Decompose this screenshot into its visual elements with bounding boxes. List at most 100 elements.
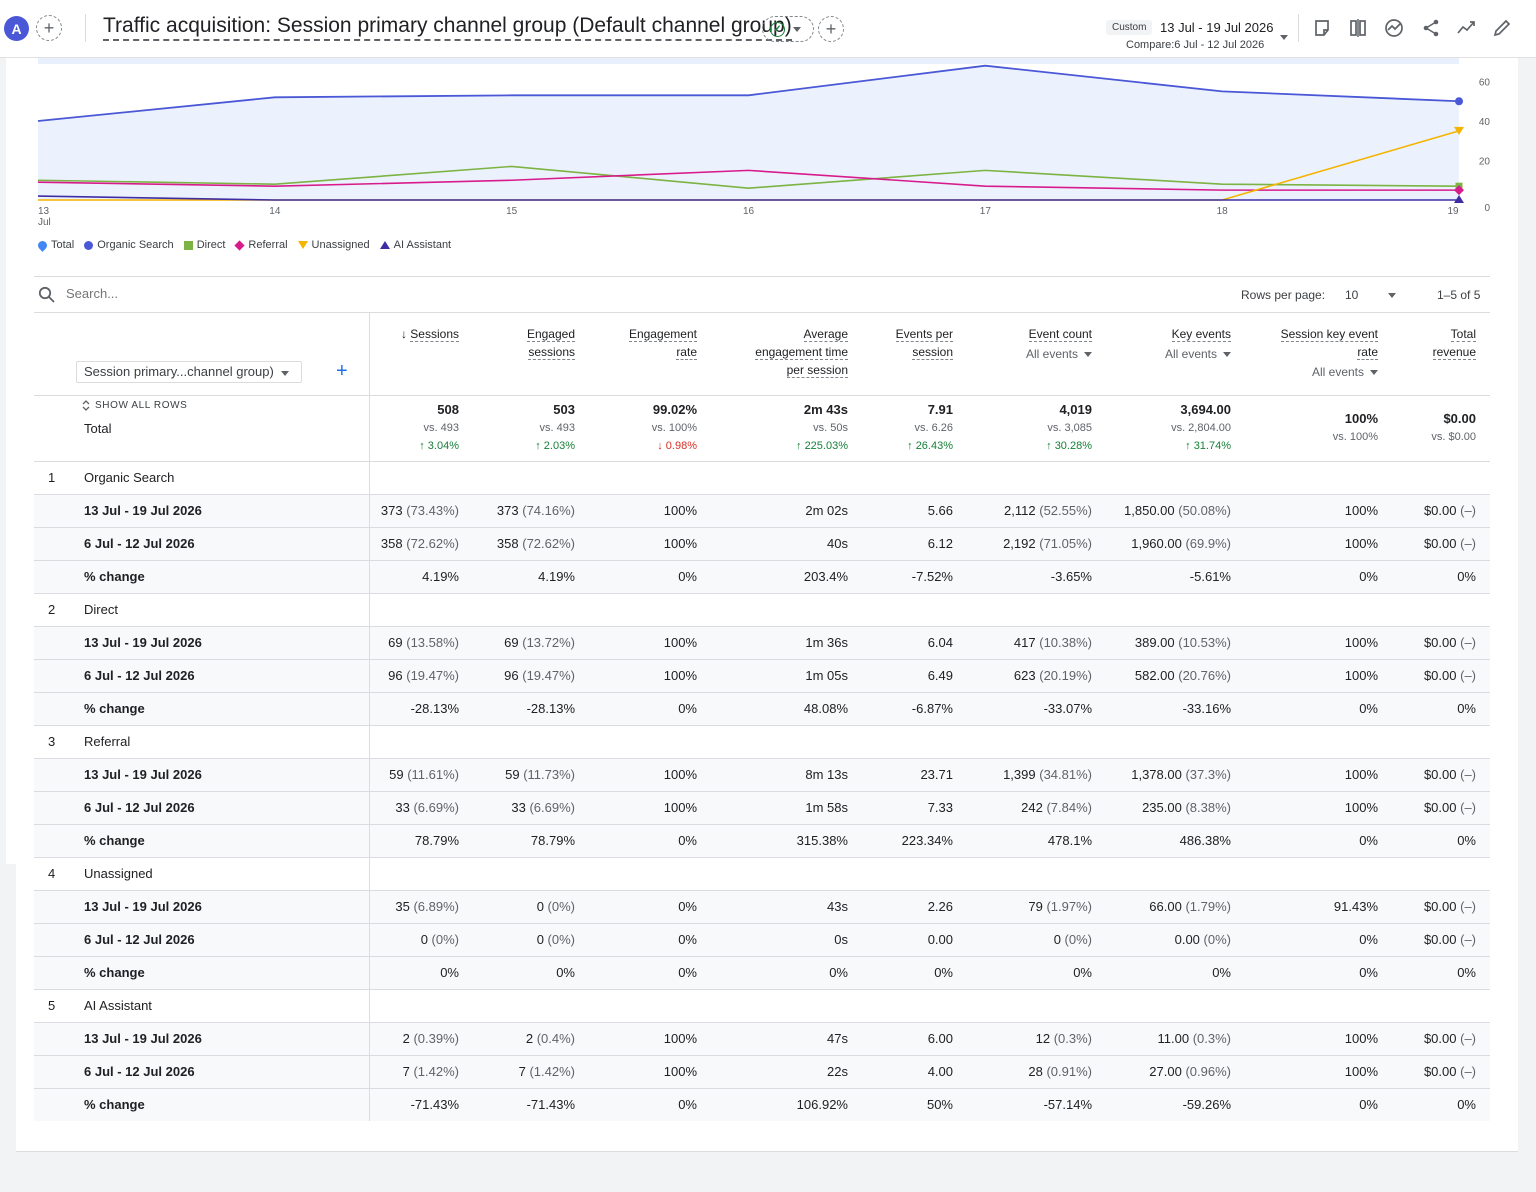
- dimension-header: [34, 313, 370, 395]
- dimension-select[interactable]: Session primary...channel group): [76, 361, 302, 383]
- legend-item[interactable]: Direct: [183, 239, 225, 251]
- x-tick-label: 14: [269, 206, 281, 217]
- group-row[interactable]: 1 Organic Search: [34, 461, 1490, 494]
- report-title[interactable]: Traffic acquisition: Session primary cha…: [103, 14, 792, 41]
- metric-cell: 0.00 (0%): [1106, 923, 1245, 956]
- metric-cell: 0%: [1106, 956, 1245, 989]
- series-line-1[interactable]: [37, 64, 1460, 122]
- metric-value: $0.00: [1423, 635, 1457, 650]
- y-tick-label: 0: [1484, 203, 1490, 214]
- series-line-5[interactable]: [37, 195, 1459, 201]
- x-tick-label: 18: [1217, 206, 1229, 217]
- total-label-cell: Total: [34, 395, 370, 461]
- metric-cell: 6.12: [862, 527, 967, 560]
- add-comparison-button[interactable]: +: [36, 15, 62, 41]
- metric-header[interactable]: Session key event rate All events: [1245, 313, 1392, 395]
- metric-cell: 0%: [589, 692, 711, 725]
- table-row: 6 Jul - 12 Jul 2026 7 (1.42%) 7 (1.42%) 100…: [34, 1055, 1490, 1088]
- add-filter-button[interactable]: +: [818, 16, 844, 42]
- metric-header[interactable]: Engaged sessions: [473, 313, 589, 395]
- metric-header[interactable]: Event count All events: [967, 313, 1106, 395]
- metric-cell: 100%: [1245, 1022, 1392, 1055]
- event-filter-select[interactable]: All events: [1165, 345, 1231, 363]
- legend-item[interactable]: Referral: [234, 239, 288, 251]
- event-filter-select[interactable]: All events: [1026, 345, 1092, 363]
- metric-header[interactable]: Key events All events: [1106, 313, 1245, 395]
- metric-cell: 2m 02s: [711, 494, 862, 527]
- metric-value: 12: [1035, 1031, 1051, 1046]
- group-row[interactable]: 2 Direct: [34, 593, 1490, 626]
- series-line-2[interactable]: [37, 165, 1460, 189]
- account-avatar[interactable]: A: [4, 16, 29, 41]
- legend-item[interactable]: Total: [36, 238, 74, 252]
- metric-cell: 23.71: [862, 758, 967, 791]
- metric-value: 35: [395, 899, 410, 914]
- trend-icon[interactable]: [1453, 15, 1479, 41]
- metric-header-text: per session: [786, 363, 848, 378]
- metric-cell: 2,192 (71.05%): [967, 527, 1106, 560]
- series-line-3[interactable]: [37, 169, 1459, 191]
- legend-marker: [84, 240, 94, 250]
- report-status-pill[interactable]: ✓: [762, 16, 814, 42]
- rows-per-page-select[interactable]: 10: [1345, 288, 1359, 302]
- metric-cell: -33.07%: [967, 692, 1106, 725]
- metric-value: 223.34%: [901, 833, 953, 848]
- share-icon[interactable]: [1418, 15, 1444, 41]
- rows-per-page-label: Rows per page:: [1241, 288, 1326, 302]
- add-dimension-button[interactable]: +: [336, 360, 348, 382]
- table-row: 13 Jul - 19 Jul 2026 59 (11.61%) 59 (11.73…: [34, 758, 1490, 791]
- metric-header[interactable]: Engagement rate: [589, 313, 711, 395]
- group-row[interactable]: 5 AI Assistant: [34, 989, 1490, 1022]
- metric-value: 7.33: [927, 800, 953, 815]
- show-all-rows-button[interactable]: SHOW ALL ROWS: [82, 399, 187, 412]
- legend-marker: [297, 241, 308, 249]
- metric-value: 373: [496, 503, 519, 518]
- edit-icon[interactable]: [1489, 15, 1515, 41]
- metric-cell: 43s: [711, 890, 862, 923]
- metric-value: 1m 36s: [805, 635, 848, 650]
- metric-cell: 0 (0%): [473, 923, 589, 956]
- total-compare-value: vs. $0.00: [1431, 431, 1476, 443]
- metric-cell: $0.00 (–): [1392, 890, 1490, 923]
- metric-header[interactable]: Events per session: [862, 313, 967, 395]
- group-row[interactable]: 3 Referral: [34, 725, 1490, 758]
- metric-header-line: Key events: [1165, 325, 1231, 343]
- metric-value: 1,960.00: [1131, 536, 1182, 551]
- compare-columns-icon[interactable]: [1345, 15, 1371, 41]
- total-value: 3,694.00: [1180, 402, 1231, 417]
- metric-share: (10.38%): [1039, 635, 1092, 650]
- metric-share: (0%): [1203, 932, 1231, 947]
- chevron-down-icon: [1084, 351, 1092, 357]
- legend-item[interactable]: Organic Search: [84, 239, 174, 251]
- metric-cell: -59.26%: [1106, 1088, 1245, 1121]
- search-input[interactable]: [66, 286, 466, 301]
- sort-arrow-icon[interactable]: ↓: [400, 327, 411, 341]
- metric-share: (37.3%): [1185, 767, 1231, 782]
- metric-cell: -6.87%: [862, 692, 967, 725]
- total-cell: 100% vs. 100%: [1245, 395, 1392, 461]
- metric-header[interactable]: Average engagement time per session: [711, 313, 862, 395]
- group-row[interactable]: 4 Unassigned: [34, 857, 1490, 890]
- legend-item[interactable]: AI Assistant: [379, 239, 451, 251]
- metric-cell: 47s: [711, 1022, 862, 1055]
- metric-header-line: Session key event: [1280, 325, 1378, 343]
- total-change: ↑ 225.03%: [711, 437, 848, 455]
- metric-value: 5.66: [927, 503, 953, 518]
- metric-cell: $0.00 (–): [1392, 527, 1490, 560]
- metric-header-line: revenue: [1432, 343, 1476, 361]
- metric-header[interactable]: Total revenue: [1392, 313, 1490, 395]
- metric-header[interactable]: ↓ Sessions: [369, 313, 473, 395]
- note-icon[interactable]: [1309, 15, 1335, 41]
- total-change: ↑ 3.04%: [370, 437, 459, 455]
- date-range-picker[interactable]: Custom 13 Jul - 19 Jul 2026 Compare:6 Ju…: [1106, 18, 1292, 54]
- arrow-up-icon: ↑: [535, 440, 544, 452]
- event-filter-select[interactable]: All events: [1281, 363, 1378, 381]
- metric-value: 358: [496, 536, 519, 551]
- legend-item[interactable]: Unassigned: [297, 239, 370, 251]
- insights-icon[interactable]: [1381, 15, 1407, 41]
- metric-value: -28.13%: [526, 701, 575, 716]
- total-change: ↑ 2.03%: [473, 437, 575, 455]
- metric-value: 0%: [1073, 965, 1092, 980]
- metric-value: 79: [1028, 899, 1043, 914]
- metric-cell: 1m 58s: [711, 791, 862, 824]
